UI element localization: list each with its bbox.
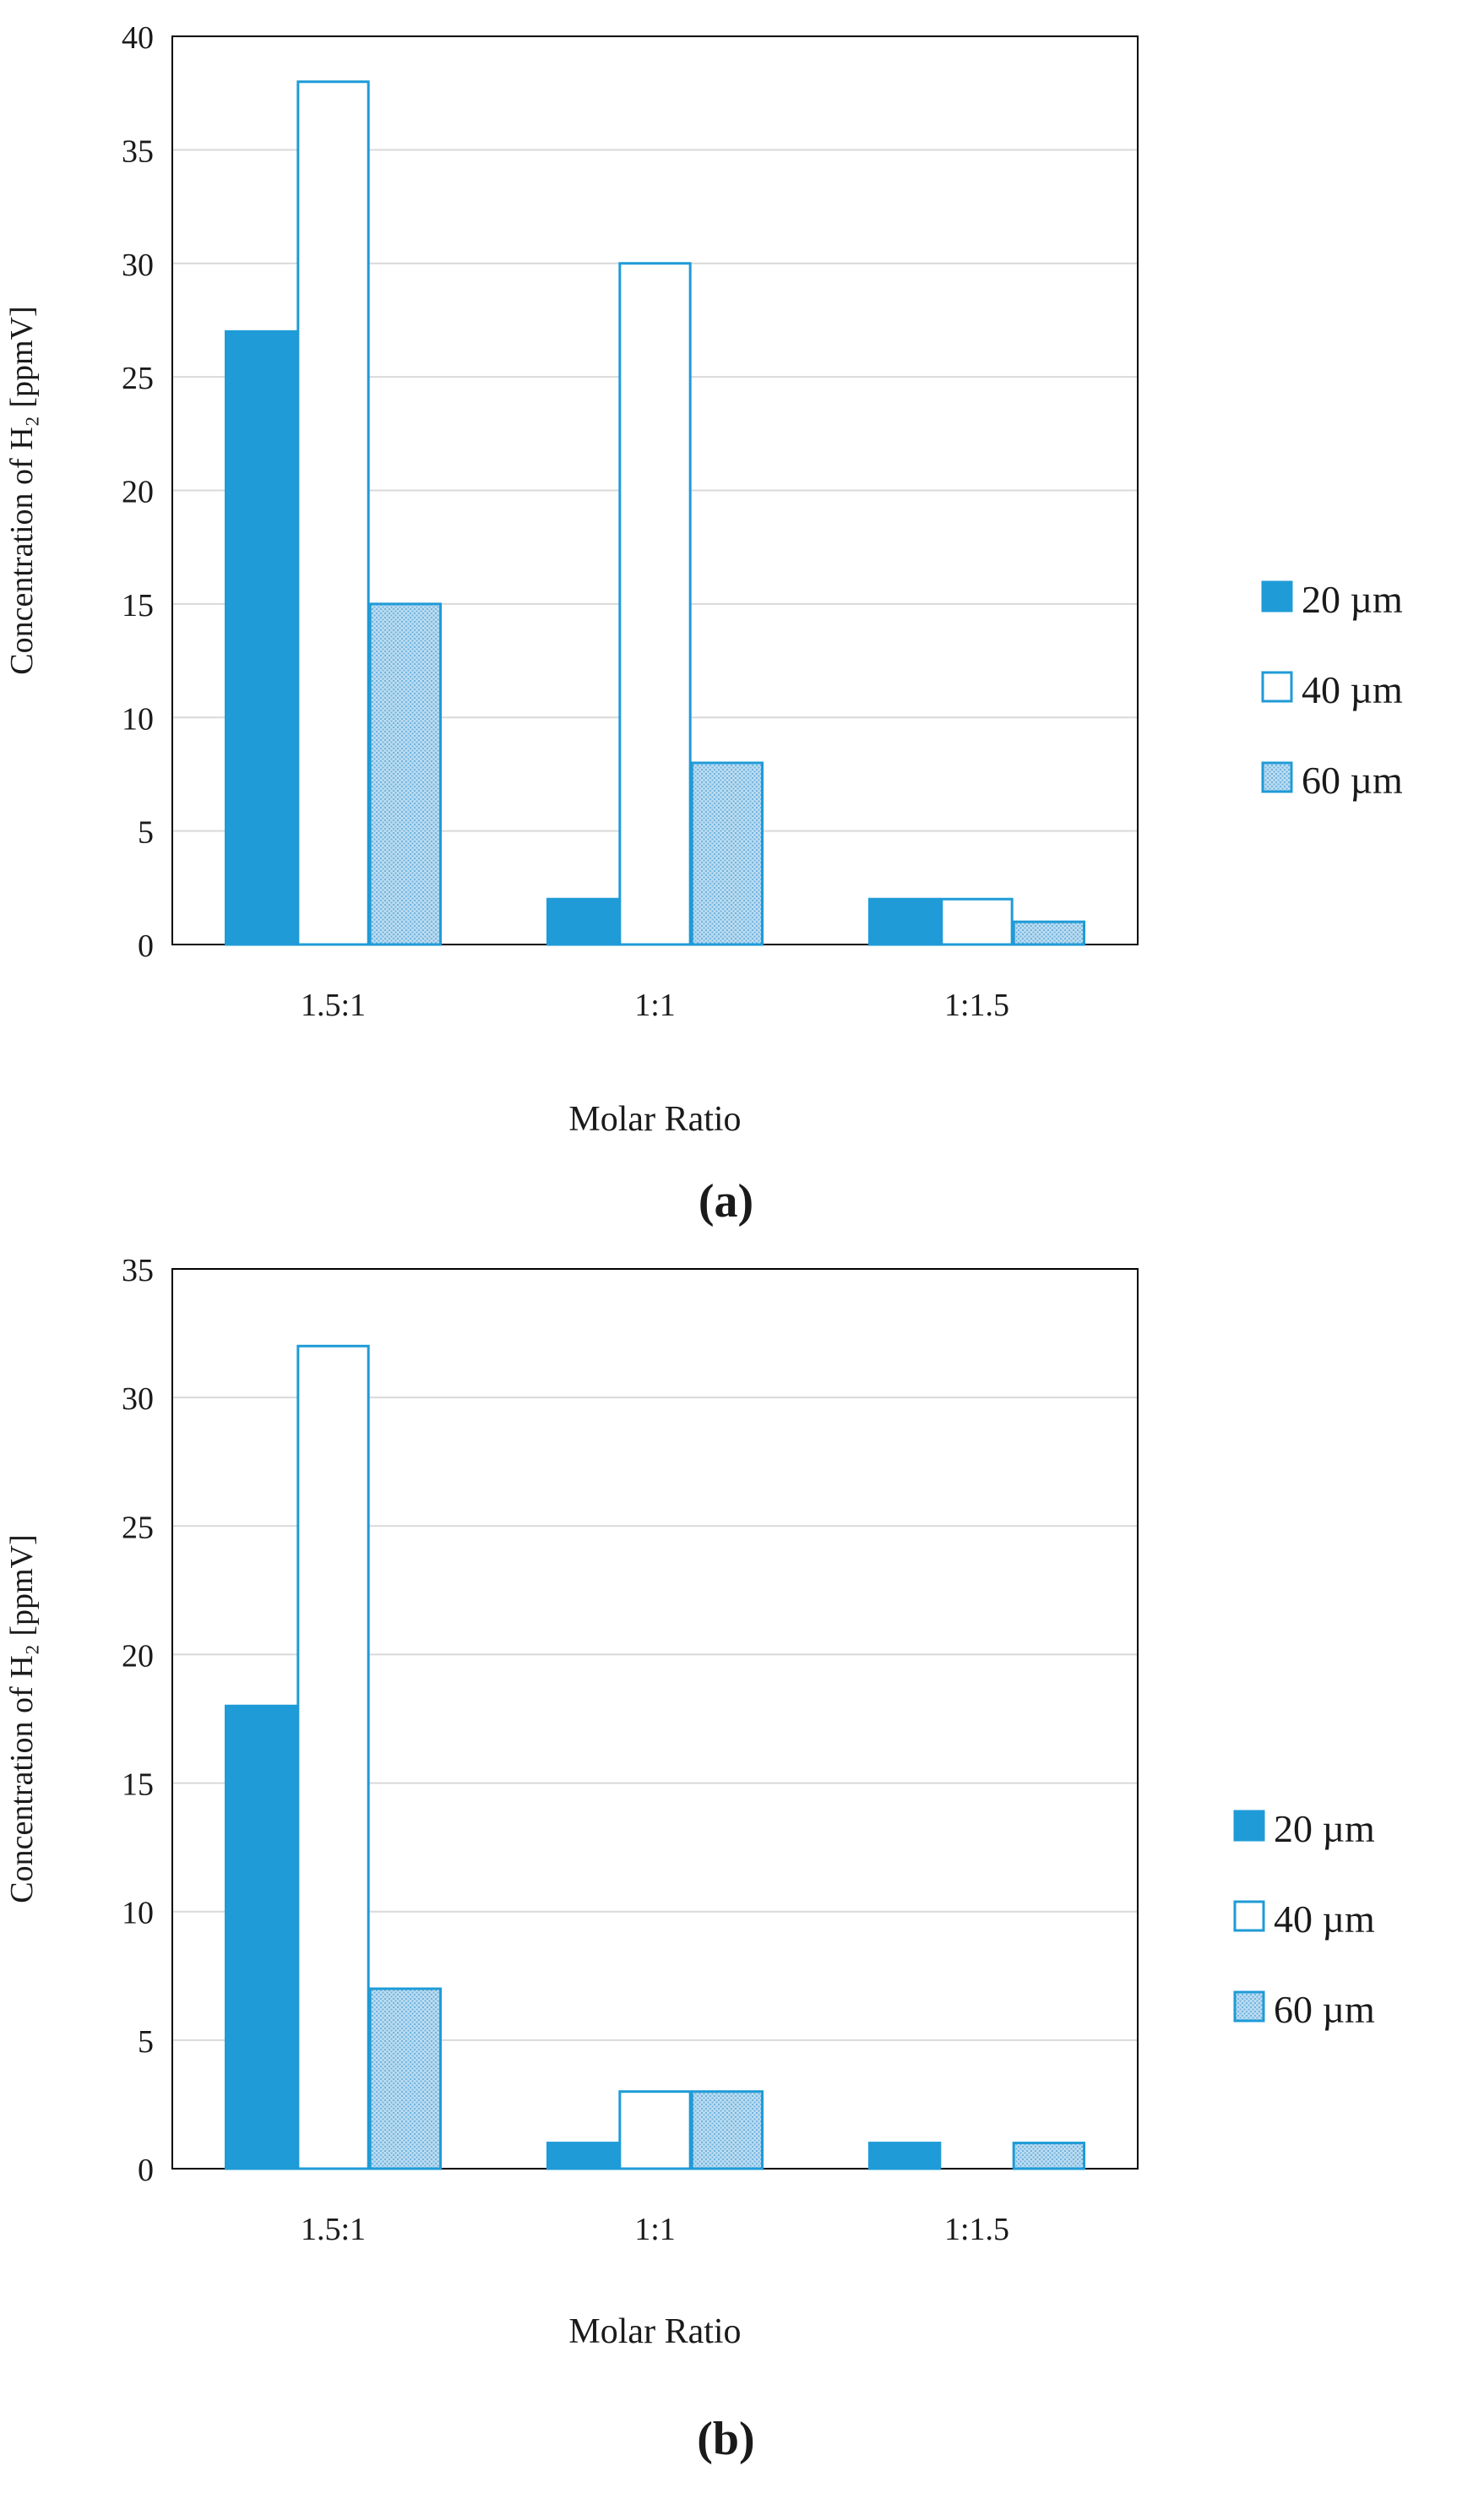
bar-20m-3 [867, 897, 942, 946]
bar-60m-3 [1012, 2142, 1086, 2170]
bar-40m-2 [618, 262, 692, 946]
legend-label: 60 µm [1274, 1988, 1375, 2031]
x-tick-label: 1.5:1 [301, 2212, 366, 2247]
legend-swatch [1233, 1900, 1265, 1932]
bar-20m-3 [867, 2142, 942, 2170]
bar-40m-1 [296, 80, 370, 946]
bar-40m-3 [940, 897, 1014, 946]
x-tick-label: 1:1 [634, 2212, 676, 2247]
y-axis-label: Concentration of H₂ [ppmV] [4, 306, 40, 674]
x-tick-label: 1:1.5 [944, 988, 1009, 1023]
x-axis-label: Molar Ratio [568, 2312, 741, 2351]
bar-60m-2 [690, 761, 764, 946]
legend-swatch [1261, 761, 1293, 793]
legend: 20 µm 40 µm 60 µm [1261, 578, 1403, 802]
bar-20m-2 [546, 897, 620, 946]
bar-60m-2 [690, 2090, 764, 2170]
y-tick-label: 15 [122, 1767, 154, 1803]
y-tick-label: 5 [138, 2024, 154, 2060]
y-tick-label: 5 [138, 815, 154, 851]
y-tick-label: 25 [122, 1510, 154, 1545]
bar-60m-1 [368, 1987, 443, 2170]
y-tick-label: 0 [138, 2153, 154, 2188]
y-tick-label: 10 [122, 701, 154, 737]
bar-60m-1 [368, 602, 443, 946]
bar-40m-2 [618, 2090, 692, 2170]
x-tick-label: 1.5:1 [301, 988, 366, 1023]
legend-swatch [1233, 1990, 1265, 2023]
y-tick-label: 35 [122, 133, 154, 169]
chart-panel-a: 0 5 10 15 20 25 30 35 40 Concentration of H₂ [ppm… [4, 20, 1403, 1228]
y-tick-label: 30 [122, 248, 154, 283]
x-axis-label: Molar Ratio [568, 1100, 741, 1139]
bar-20m-1 [224, 329, 298, 946]
legend-swatch [1261, 580, 1293, 612]
chart-panel-b: 0 5 10 15 20 25 30 35 Concentration of H₂ [ppmV]… [4, 1253, 1375, 2465]
y-axis-label: Concentration of H₂ [ppmV] [4, 1534, 40, 1903]
legend-label: 20 µm [1302, 578, 1403, 621]
bar-60m-3 [1012, 920, 1086, 946]
y-tick-label: 15 [122, 588, 154, 623]
legend-swatch [1233, 1810, 1265, 1842]
bar-20m-2 [546, 2142, 620, 2170]
legend-label: 40 µm [1302, 668, 1403, 711]
legend-label: 20 µm [1274, 1807, 1375, 1850]
y-tick-label: 0 [138, 928, 154, 964]
bar-40m-1 [296, 1344, 370, 2170]
y-tick-label: 40 [122, 20, 154, 56]
panel-label: (b) [697, 2413, 754, 2465]
y-tick-label: 10 [122, 1896, 154, 1931]
panel-label: (a) [699, 1175, 753, 1228]
bar-20m-1 [224, 1704, 298, 2170]
y-tick-label: 20 [122, 475, 154, 510]
legend-label: 40 µm [1274, 1897, 1375, 1941]
y-tick-label: 35 [122, 1253, 154, 1288]
y-tick-label: 30 [122, 1381, 154, 1417]
y-tick-label: 25 [122, 361, 154, 396]
legend: 20 µm 40 µm 60 µm [1233, 1807, 1375, 2031]
legend-swatch [1261, 671, 1293, 703]
legend-label: 60 µm [1302, 759, 1403, 802]
x-tick-label: 1:1 [634, 988, 676, 1023]
x-tick-label: 1:1.5 [944, 2212, 1009, 2247]
y-tick-label: 20 [122, 1638, 154, 1674]
